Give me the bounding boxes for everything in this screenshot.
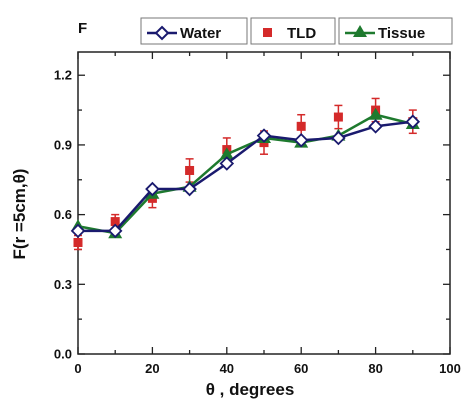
x-tick-labels: 0 20 40 60 80 100 [74, 361, 460, 376]
tissue-line [77, 113, 414, 235]
tld-point [296, 121, 306, 131]
panel-label: F [78, 20, 87, 37]
x-tick-label: 20 [145, 361, 159, 376]
y-axis-label: F(r =5cm,θ) [10, 169, 29, 260]
water-point [107, 223, 123, 239]
legend-marker-water [154, 25, 170, 41]
water-point [145, 181, 160, 197]
tld-point [73, 237, 83, 247]
y-tick-labels: 0.0 0.3 0.6 0.9 1.2 [54, 68, 72, 362]
water-point [256, 128, 272, 143]
legend-label-tissue: Tissue [378, 25, 425, 42]
series-water [70, 114, 421, 239]
y-tick-label: 1.2 [54, 68, 72, 83]
y-tick-label: 0.6 [54, 207, 72, 222]
x-tick-label: 100 [439, 361, 461, 376]
water-point [70, 223, 86, 239]
legend-label-tld: TLD [287, 25, 316, 42]
series-tissue [71, 107, 420, 239]
x-tick-label: 40 [220, 361, 234, 376]
water-point [293, 133, 309, 148]
x-tick-label: 0 [74, 361, 81, 376]
water-point [182, 181, 197, 197]
axis-ticks [77, 52, 451, 355]
x-axis-label: θ , degrees [206, 380, 295, 399]
data-series [70, 97, 421, 251]
tissue-point [219, 147, 234, 160]
water-point [219, 156, 235, 171]
water-line [78, 120, 413, 233]
legend: Water TLD Tissue [140, 17, 453, 45]
y-tick-label: 0.9 [54, 137, 72, 152]
tld-point [185, 165, 195, 175]
tissue-point [368, 107, 383, 120]
y-tick-label: 0.0 [54, 347, 72, 362]
water-point [405, 114, 421, 129]
water-point [331, 130, 346, 146]
x-tick-label: 80 [368, 361, 382, 376]
legend-marker-tld [263, 28, 272, 37]
tld-point [110, 217, 120, 227]
water-point [368, 119, 383, 134]
x-tick-label: 60 [294, 361, 308, 376]
y-tick-label: 0.3 [54, 277, 72, 292]
legend-marker-tissue [353, 25, 367, 37]
plot-frame [77, 51, 451, 355]
legend-label-water: Water [180, 25, 221, 42]
tld-point [333, 112, 343, 122]
